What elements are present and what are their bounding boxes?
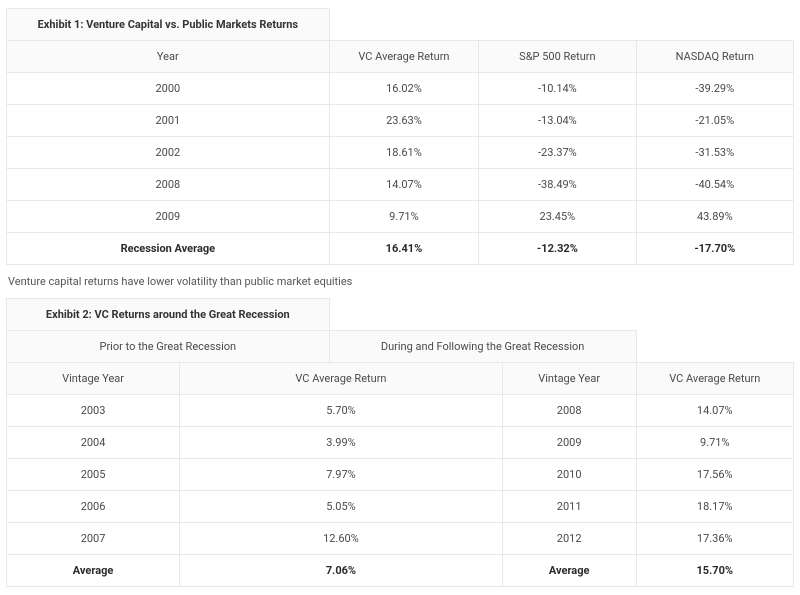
table-row: 2009 9.71% 23.45% 43.89% <box>7 201 794 233</box>
col-vc-return: VC Average Return <box>329 41 479 73</box>
caption-text: Venture capital returns have lower volat… <box>6 265 794 298</box>
exhibit2-summary-row: Average 7.06% Average 15.70% <box>7 555 794 587</box>
table-row: 2005 7.97% 2010 17.56% <box>7 459 794 491</box>
section-during: During and Following the Great Recession <box>329 331 636 363</box>
exhibit2-header-row: Vintage Year VC Average Return Vintage Y… <box>7 363 794 395</box>
exhibit2-title: Exhibit 2: VC Returns around the Great R… <box>7 299 330 331</box>
exhibit2-table: Exhibit 2: VC Returns around the Great R… <box>6 298 794 587</box>
exhibit2-section-row: Prior to the Great Recession During and … <box>7 331 794 363</box>
exhibit1-title-row: Exhibit 1: Venture Capital vs. Public Ma… <box>7 9 794 41</box>
exhibit1-table: Exhibit 1: Venture Capital vs. Public Ma… <box>6 8 794 265</box>
exhibit1-header-row: Year VC Average Return S&P 500 Return NA… <box>7 41 794 73</box>
col-vintage-year-2: Vintage Year <box>502 363 636 395</box>
col-year: Year <box>7 41 330 73</box>
exhibit1-summary-row: Recession Average 16.41% -12.32% -17.70% <box>7 233 794 265</box>
col-vintage-year-1: Vintage Year <box>7 363 180 395</box>
col-vc-return-1: VC Average Return <box>180 363 503 395</box>
table-row: 2002 18.61% -23.37% -31.53% <box>7 137 794 169</box>
exhibit1-title: Exhibit 1: Venture Capital vs. Public Ma… <box>7 9 330 41</box>
section-prior: Prior to the Great Recession <box>7 331 330 363</box>
exhibit2-title-row: Exhibit 2: VC Returns around the Great R… <box>7 299 794 331</box>
table-row: 2008 14.07% -38.49% -40.54% <box>7 169 794 201</box>
table-row: 2006 5.05% 2011 18.17% <box>7 491 794 523</box>
col-sp500-return: S&P 500 Return <box>479 41 636 73</box>
table-row: 2004 3.99% 2009 9.71% <box>7 427 794 459</box>
col-nasdaq-return: NASDAQ Return <box>636 41 793 73</box>
table-row: 2003 5.70% 2008 14.07% <box>7 395 794 427</box>
table-row: 2000 16.02% -10.14% -39.29% <box>7 73 794 105</box>
col-vc-return-2: VC Average Return <box>636 363 793 395</box>
table-row: 2001 23.63% -13.04% -21.05% <box>7 105 794 137</box>
table-row: 2007 12.60% 2012 17.36% <box>7 523 794 555</box>
